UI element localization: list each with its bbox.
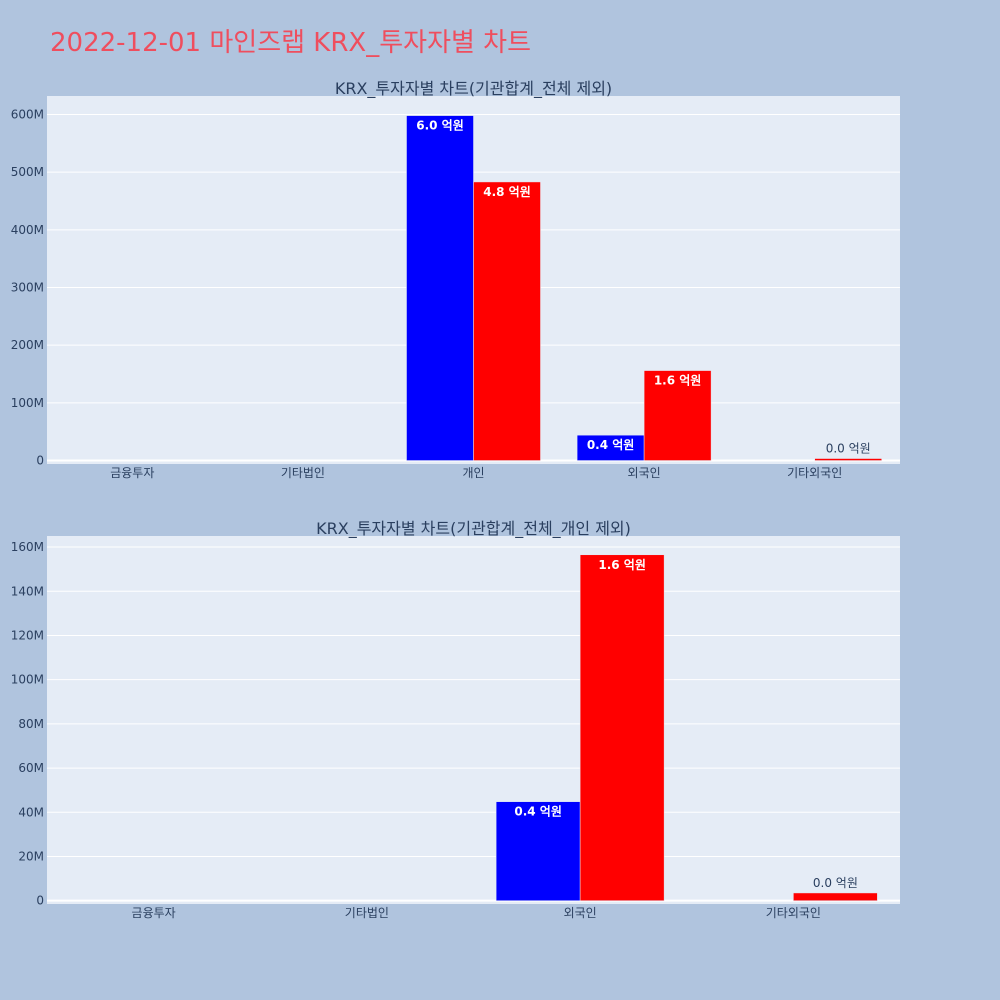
chart-title: KRX_투자자별 차트(기관합계_전체_개인 제외) [316, 519, 631, 539]
data-label: 0.0 억원 [813, 876, 858, 890]
y-tick-label: 300M [11, 280, 44, 294]
data-label: 0.0 억원 [826, 442, 871, 456]
y-tick-label: 200M [11, 338, 44, 352]
x-tick-label: 외국인 [564, 906, 597, 920]
y-tick-label: 600M [11, 107, 44, 121]
y-tick-label: 80M [18, 717, 44, 731]
bar [473, 181, 541, 461]
y-tick-label: 0 [36, 894, 44, 908]
data-label: 1.6 억원 [654, 374, 702, 388]
bar [814, 458, 882, 461]
data-label: 0.4 억원 [514, 805, 562, 819]
data-label: 6.0 억원 [416, 119, 464, 133]
y-tick-label: 160M [11, 540, 44, 554]
y-tick-label: 100M [11, 396, 44, 410]
x-tick-label: 기타법인 [345, 906, 389, 920]
chart-title: KRX_투자자별 차트(기관합계_전체 제외) [335, 79, 612, 99]
bar [406, 115, 474, 461]
y-tick-label: 140M [11, 584, 44, 598]
y-tick-label: 60M [18, 761, 44, 775]
bar [579, 554, 665, 901]
plot-area [47, 536, 900, 904]
y-tick-label: 100M [11, 673, 44, 687]
y-tick-label: 400M [11, 223, 44, 237]
x-tick-label: 기타외국인 [766, 906, 821, 920]
data-label: 4.8 억원 [483, 185, 531, 199]
x-tick-label: 외국인 [628, 466, 661, 480]
y-tick-label: 120M [11, 628, 44, 642]
chart-excluding-institutions: KRX_투자자별 차트(기관합계_전체 제외) 0 100M 200M 300M 400M… [11, 79, 900, 480]
page-title: 2022-12-01 마인즈랩 KRX_투자자별 차트 [50, 28, 532, 58]
x-tick-label: 금융투자 [110, 466, 154, 480]
bar [495, 801, 581, 901]
data-label: 1.6 억원 [598, 558, 646, 572]
y-tick-label: 40M [18, 805, 44, 819]
y-tick-label: 500M [11, 165, 44, 179]
y-tick-label: 20M [18, 849, 44, 863]
bar [576, 434, 645, 461]
x-tick-label: 기타외국인 [787, 466, 842, 480]
x-tick-label: 개인 [462, 466, 484, 480]
x-tick-label: 금융투자 [132, 906, 176, 920]
y-tick-label: 0 [36, 454, 44, 468]
x-tick-label: 기타법인 [281, 466, 325, 480]
bar [793, 892, 878, 901]
bar [643, 370, 712, 461]
data-label: 0.4 억원 [587, 438, 635, 452]
